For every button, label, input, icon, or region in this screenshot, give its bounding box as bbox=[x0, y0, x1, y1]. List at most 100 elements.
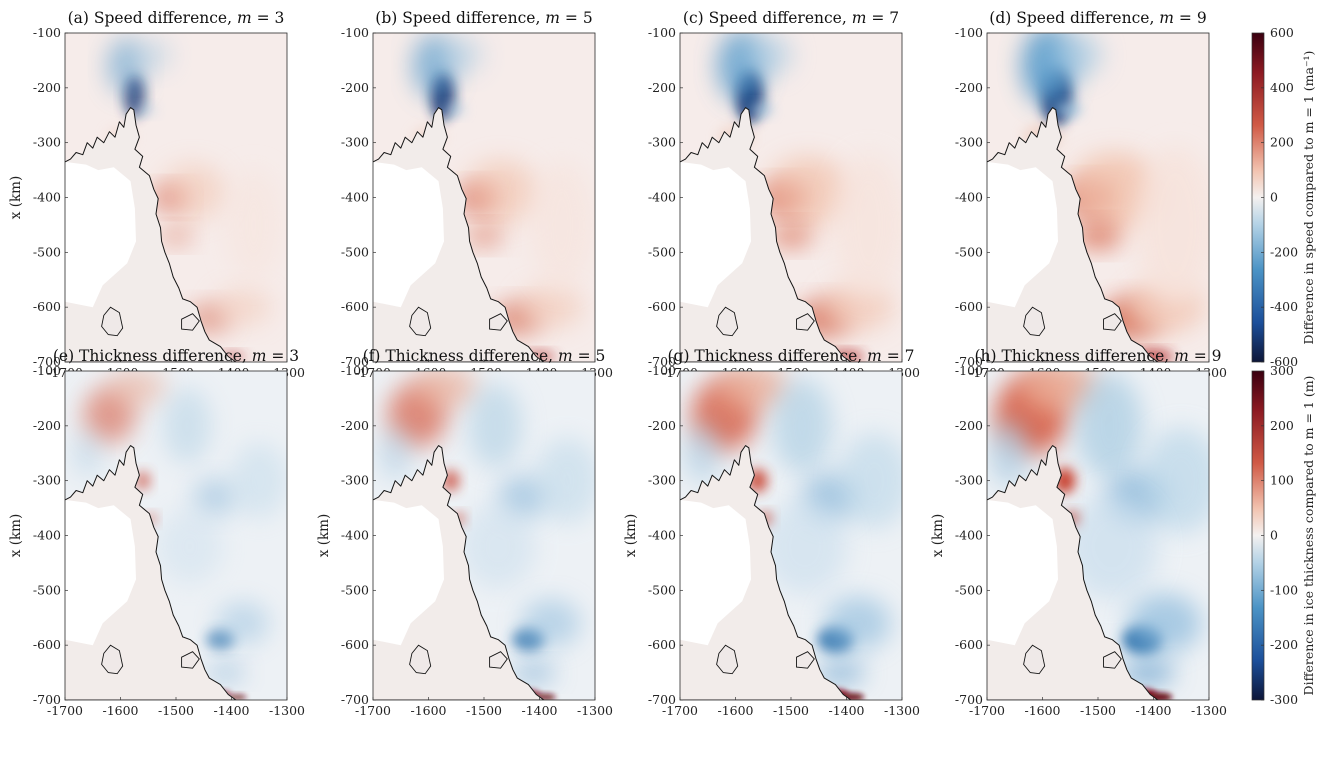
y-axis-label: x (km) bbox=[930, 514, 946, 557]
panel-g: (g) Thickness difference, m = 7-100-200-… bbox=[623, 347, 920, 718]
x-tick-label: -1500 bbox=[773, 703, 809, 718]
y-tick-label: -300 bbox=[648, 135, 676, 150]
y-tick-label: -300 bbox=[33, 473, 61, 488]
x-tick-label: -1700 bbox=[47, 703, 83, 718]
heatmap-feature bbox=[769, 223, 813, 248]
colorbar-tick-label: 0 bbox=[1270, 190, 1278, 205]
heatmap-feature bbox=[1127, 593, 1202, 653]
colorbar-tick-label: -100 bbox=[1270, 582, 1298, 597]
heatmap-field bbox=[680, 371, 902, 700]
island-outline bbox=[409, 644, 432, 675]
panel-title-var: m bbox=[558, 347, 573, 365]
y-axis-label: x (km) bbox=[623, 514, 639, 557]
x-tick-label: -1400 bbox=[521, 703, 557, 718]
y-axis-label: x (km) bbox=[316, 514, 332, 557]
panel-title-var: m bbox=[252, 347, 267, 365]
no-data-region bbox=[373, 499, 444, 646]
y-tick-label: -700 bbox=[341, 354, 369, 369]
x-tick-label: -1700 bbox=[662, 703, 698, 718]
y-tick-label: -400 bbox=[341, 190, 369, 205]
heatmap-feature bbox=[159, 226, 193, 246]
x-tick-label: -1600 bbox=[717, 703, 753, 718]
heatmap-feature bbox=[762, 498, 848, 595]
y-tick-label: -700 bbox=[341, 692, 369, 707]
y-tick-label: -200 bbox=[648, 418, 676, 433]
y-tick-label: -600 bbox=[33, 299, 61, 314]
colorbar-label: Difference in ice thickness compared to … bbox=[1301, 376, 1316, 696]
panel-title-main: (a) Speed difference, bbox=[68, 9, 237, 27]
y-tick-label: -700 bbox=[648, 354, 676, 369]
y-tick-label: -400 bbox=[648, 528, 676, 543]
y-tick-label: -300 bbox=[341, 473, 369, 488]
heatmap-feature bbox=[193, 478, 237, 517]
panel-title-var: m bbox=[1174, 347, 1189, 365]
inner-outline bbox=[181, 651, 200, 669]
panel-d: (d) Speed difference, m = 9 -100 -200 -300 -… bbox=[955, 9, 1227, 380]
heatmap-feature bbox=[744, 34, 793, 76]
x-tick-label: -1600 bbox=[410, 703, 446, 718]
heatmap-feature bbox=[771, 378, 833, 474]
y-tick-label: -700 bbox=[648, 692, 676, 707]
colorbar-tick-label: 200 bbox=[1270, 135, 1294, 150]
x-tick-label: -1300 bbox=[577, 703, 613, 718]
heatmap-feature bbox=[459, 503, 536, 590]
heatmap-feature bbox=[765, 156, 850, 228]
x-tick-label: -1300 bbox=[884, 703, 920, 718]
panel-title: (f) Thickness difference, m = 5 bbox=[363, 347, 606, 365]
no-data-region bbox=[987, 161, 1058, 308]
coastline bbox=[373, 445, 545, 700]
panel-c: (c) Speed difference, m = 7 -100 -200 -300 -… bbox=[648, 9, 920, 380]
heatmap-feature bbox=[108, 371, 166, 407]
panel-title-eq: = 9 bbox=[1189, 347, 1222, 365]
coastline bbox=[987, 107, 1159, 362]
heatmap-feature bbox=[1135, 145, 1209, 304]
x-tick-label: -1400 bbox=[213, 703, 249, 718]
panel-title: (d) Speed difference, m = 9 bbox=[989, 9, 1206, 27]
panel-title-eq: = 7 bbox=[866, 9, 899, 27]
y-tick-label: -700 bbox=[955, 354, 983, 369]
panel-f: (f) Thickness difference, m = 5-100-200-… bbox=[316, 347, 613, 718]
island-outline bbox=[716, 306, 739, 337]
panel-title-eq: = 5 bbox=[573, 347, 606, 365]
panel-b: (b) Speed difference, m = 5 -100 -200 -300 -… bbox=[341, 9, 613, 380]
heatmap-feature bbox=[529, 160, 595, 290]
heatmap-feature bbox=[216, 601, 269, 645]
no-data-region bbox=[373, 161, 444, 308]
y-tick-label: -300 bbox=[955, 135, 983, 150]
panel-title-eq: = 3 bbox=[252, 9, 285, 27]
heatmap-feature bbox=[1121, 659, 1175, 686]
panel-h: (h) Thickness difference, m = 9-100-200-… bbox=[930, 347, 1227, 718]
heatmap-feature bbox=[684, 423, 721, 484]
y-axis-label: x (km) bbox=[8, 514, 24, 557]
y-tick-label: -200 bbox=[955, 418, 983, 433]
y-tick-label: -700 bbox=[33, 354, 61, 369]
y-axis-label: x (km) bbox=[8, 176, 24, 219]
panel-title: (a) Speed difference, m = 3 bbox=[68, 9, 285, 27]
coastline bbox=[65, 107, 237, 362]
panel-title-eq: = 7 bbox=[882, 347, 915, 365]
y-tick-label: -500 bbox=[33, 244, 61, 259]
heatmap-field bbox=[65, 371, 287, 700]
heatmap-feature bbox=[534, 437, 595, 524]
heatmap-feature bbox=[134, 104, 157, 116]
y-tick-label: -500 bbox=[341, 582, 369, 597]
panel-title-main: (d) Speed difference, bbox=[989, 9, 1159, 27]
y-tick-label: -100 bbox=[341, 363, 369, 378]
island-outline bbox=[716, 644, 739, 675]
coastline bbox=[373, 107, 545, 362]
heatmap-feature bbox=[156, 508, 224, 585]
heatmap-feature bbox=[1074, 222, 1122, 250]
y-tick-label: -500 bbox=[955, 582, 983, 597]
x-tick-label: -1700 bbox=[969, 703, 1005, 718]
y-tick-label: -600 bbox=[341, 299, 369, 314]
y-tick-label: -500 bbox=[955, 244, 983, 259]
panel-title: (g) Thickness difference, m = 7 bbox=[667, 347, 914, 365]
y-tick-label: -600 bbox=[33, 637, 61, 652]
island-outline bbox=[101, 644, 124, 675]
y-tick-label: -100 bbox=[341, 25, 369, 40]
heatmap-feature bbox=[1065, 493, 1159, 600]
colorbar-tick-label: -400 bbox=[1270, 299, 1298, 314]
heatmap-feature bbox=[468, 383, 523, 469]
